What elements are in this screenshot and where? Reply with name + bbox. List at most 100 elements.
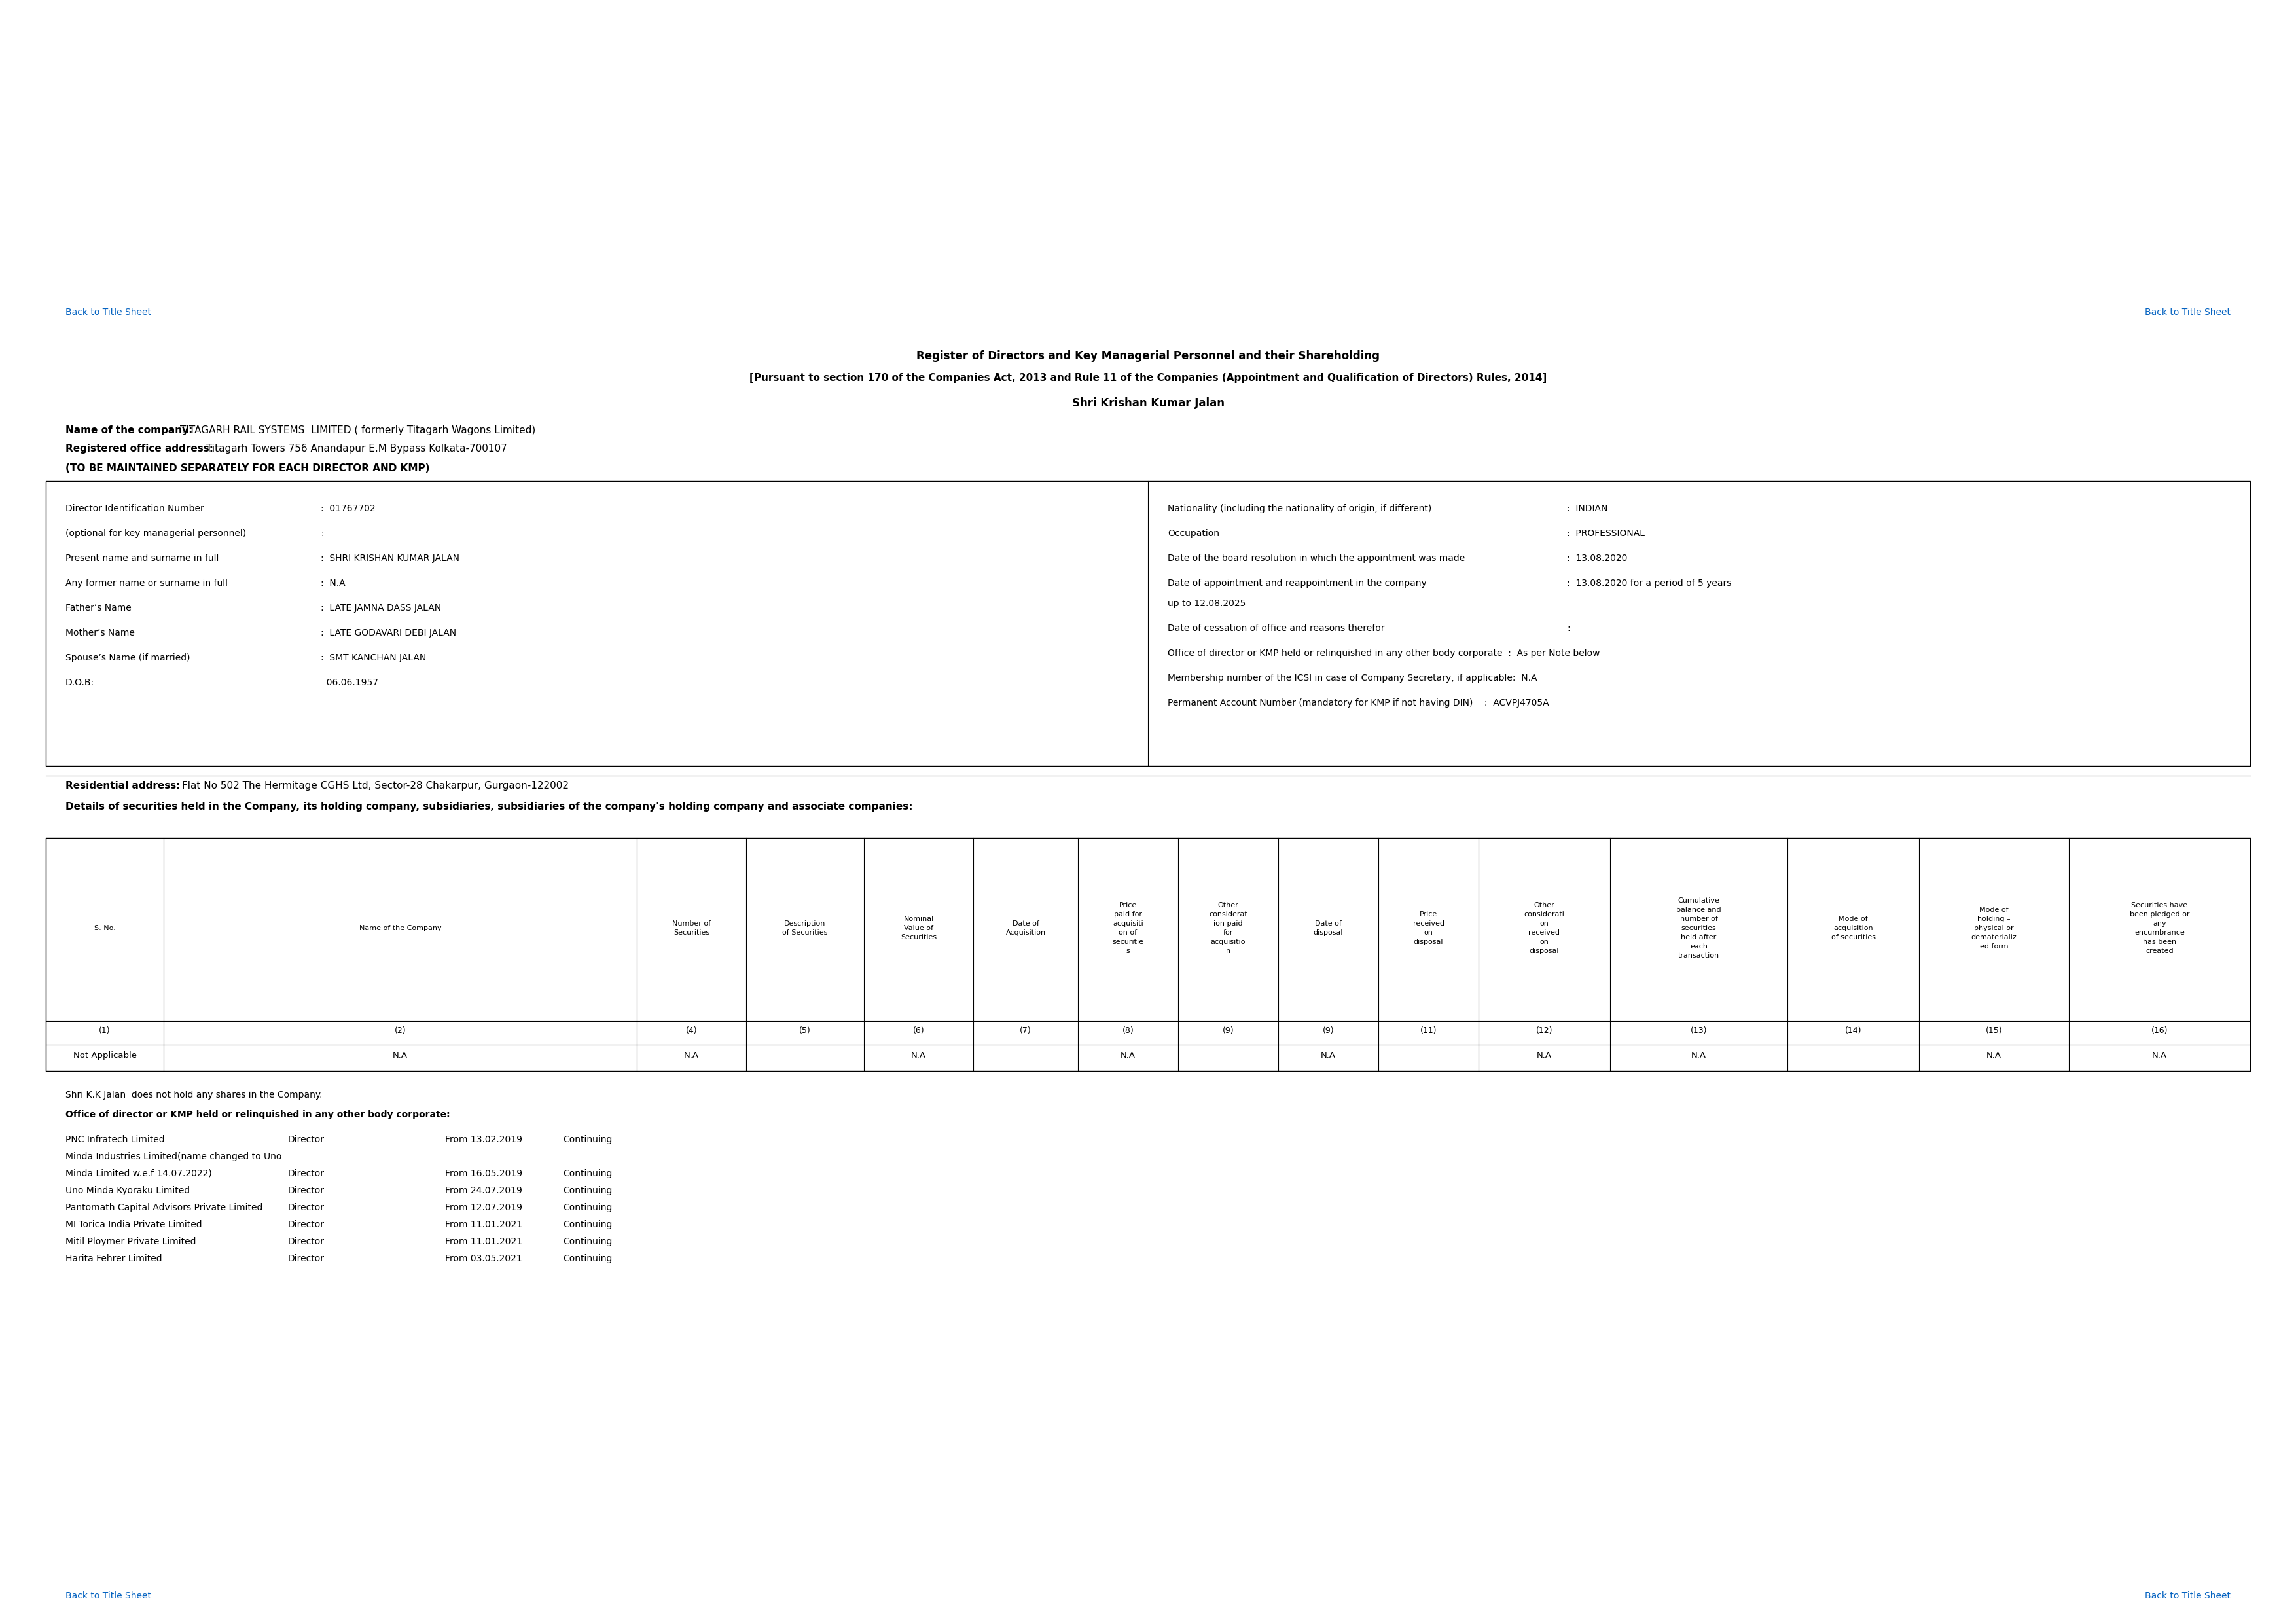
Text: any: any [2154, 921, 2167, 927]
Text: (4): (4) [687, 1026, 698, 1034]
Text: holding –: holding – [1977, 916, 2011, 922]
Text: on: on [1541, 921, 1550, 927]
Text: considerati: considerati [1525, 911, 1564, 918]
Text: paid for: paid for [1114, 911, 1141, 918]
Text: :  01767702: : 01767702 [321, 503, 377, 513]
Text: Occupation: Occupation [1169, 529, 1219, 538]
Text: considerat: considerat [1210, 911, 1247, 918]
Text: Director: Director [287, 1135, 324, 1145]
Text: dematerializ: dematerializ [1972, 934, 2016, 940]
Text: From 03.05.2021: From 03.05.2021 [445, 1254, 521, 1263]
Text: (8): (8) [1123, 1026, 1134, 1034]
Text: Securities: Securities [673, 929, 709, 935]
Text: Titagarh Towers 756 Anandapur E.M Bypass Kolkata-700107: Titagarh Towers 756 Anandapur E.M Bypass… [207, 443, 507, 453]
Text: Director: Director [287, 1254, 324, 1263]
Text: (1): (1) [99, 1026, 110, 1034]
Text: Price: Price [1419, 911, 1437, 918]
Text: received: received [1529, 929, 1559, 935]
Text: :  N.A: : N.A [321, 578, 344, 588]
Text: Mode of: Mode of [1979, 906, 2009, 913]
Text: Other: Other [1217, 901, 1238, 908]
Text: Date of: Date of [1013, 921, 1040, 927]
Text: Harita Fehrer Limited: Harita Fehrer Limited [67, 1254, 163, 1263]
Text: Residential address:: Residential address: [67, 781, 184, 791]
Text: N.A: N.A [912, 1051, 925, 1060]
Text: of Securities: of Securities [783, 929, 829, 935]
Text: Pantomath Capital Advisors Private Limited: Pantomath Capital Advisors Private Limit… [67, 1203, 262, 1212]
Text: N.A: N.A [2151, 1051, 2167, 1060]
Text: (6): (6) [914, 1026, 925, 1034]
Text: Acquisition: Acquisition [1006, 929, 1045, 935]
Text: D.O.B:: D.O.B: [67, 679, 94, 687]
Text: Continuing: Continuing [563, 1203, 613, 1212]
Text: acquisition: acquisition [1835, 926, 1874, 932]
Text: Director: Director [287, 1169, 324, 1179]
Text: Cumulative: Cumulative [1678, 898, 1720, 905]
Text: been pledged or: been pledged or [2131, 911, 2190, 918]
Text: Continuing: Continuing [563, 1237, 613, 1246]
Text: Minda Industries Limited(name changed to Uno: Minda Industries Limited(name changed to… [67, 1151, 282, 1161]
Text: Not Applicable: Not Applicable [73, 1051, 135, 1060]
Text: encumbrance: encumbrance [2135, 929, 2186, 935]
Text: Details of securities held in the Company, its holding company, subsidiaries, su: Details of securities held in the Compan… [67, 802, 914, 812]
Text: :  13.08.2020: : 13.08.2020 [1566, 554, 1628, 564]
Text: each: each [1690, 944, 1708, 950]
Text: N.A: N.A [1120, 1051, 1137, 1060]
Text: Date of appointment and reappointment in the company: Date of appointment and reappointment in… [1169, 578, 1426, 588]
Text: Director: Director [287, 1220, 324, 1229]
Text: Nationality (including the nationality of origin, if different): Nationality (including the nationality o… [1169, 503, 1433, 513]
Bar [46, 481, 2250, 767]
Text: :  LATE JAMNA DASS JALAN: : LATE JAMNA DASS JALAN [321, 604, 441, 612]
Text: (optional for key managerial personnel): (optional for key managerial personnel) [67, 529, 246, 538]
Text: n: n [1226, 948, 1231, 955]
Text: [Pursuant to section 170 of the Companies Act, 2013 and Rule 11 of the Companies: [Pursuant to section 170 of the Companie… [748, 374, 1548, 383]
Text: Mitil Ploymer Private Limited: Mitil Ploymer Private Limited [67, 1237, 195, 1246]
Text: N.A: N.A [1986, 1051, 2002, 1060]
Text: :: : [1566, 624, 1570, 633]
Text: From 12.07.2019: From 12.07.2019 [445, 1203, 521, 1212]
Text: (12): (12) [1536, 1026, 1552, 1034]
Text: :  INDIAN: : INDIAN [1566, 503, 1607, 513]
Text: (TO BE MAINTAINED SEPARATELY FOR EACH DIRECTOR AND KMP): (TO BE MAINTAINED SEPARATELY FOR EACH DI… [67, 463, 429, 473]
Text: MI Torica India Private Limited: MI Torica India Private Limited [67, 1220, 202, 1229]
Text: PNC Infratech Limited: PNC Infratech Limited [67, 1135, 165, 1145]
Bar [46, 838, 2250, 1070]
Text: transaction: transaction [1678, 952, 1720, 958]
Text: Shri Krishan Kumar Jalan: Shri Krishan Kumar Jalan [1072, 398, 1224, 409]
Text: disposal: disposal [1529, 948, 1559, 955]
Text: physical or: physical or [1975, 926, 2014, 932]
Text: :  SMT KANCHAN JALAN: : SMT KANCHAN JALAN [321, 653, 427, 663]
Text: Back to Title Sheet: Back to Title Sheet [2144, 307, 2229, 317]
Text: Continuing: Continuing [563, 1135, 613, 1145]
Text: Securities have: Securities have [2131, 901, 2188, 908]
Text: Continuing: Continuing [563, 1220, 613, 1229]
Text: From 11.01.2021: From 11.01.2021 [445, 1220, 523, 1229]
Text: Continuing: Continuing [563, 1254, 613, 1263]
Text: :: : [321, 529, 324, 538]
Text: Name of the company:: Name of the company: [67, 425, 193, 435]
Text: N.A: N.A [1536, 1051, 1552, 1060]
Text: N.A: N.A [393, 1051, 409, 1060]
Text: (11): (11) [1421, 1026, 1437, 1034]
Text: S. No.: S. No. [94, 926, 115, 932]
Text: Permanent Account Number (mandatory for KMP if not having DIN)    :  ACVPJ4705A: Permanent Account Number (mandatory for … [1169, 698, 1550, 708]
Text: disposal: disposal [1414, 939, 1444, 945]
Text: Father’s Name: Father’s Name [67, 604, 131, 612]
Text: Director Identification Number: Director Identification Number [67, 503, 204, 513]
Text: :  PROFESSIONAL: : PROFESSIONAL [1566, 529, 1644, 538]
Text: Description: Description [785, 921, 827, 927]
Text: number of: number of [1681, 916, 1717, 922]
Text: Value of: Value of [905, 926, 932, 932]
Text: (5): (5) [799, 1026, 810, 1034]
Text: Back to Title Sheet: Back to Title Sheet [67, 307, 152, 317]
Text: created: created [2144, 948, 2174, 955]
Text: securities: securities [1681, 926, 1717, 932]
Text: Any former name or surname in full: Any former name or surname in full [67, 578, 227, 588]
Text: (2): (2) [395, 1026, 406, 1034]
Text: Continuing: Continuing [563, 1186, 613, 1195]
Text: Register of Directors and Key Managerial Personnel and their Shareholding: Register of Directors and Key Managerial… [916, 351, 1380, 362]
Text: Back to Title Sheet: Back to Title Sheet [67, 1592, 152, 1600]
Text: balance and: balance and [1676, 906, 1722, 913]
Text: :  SHRI KRISHAN KUMAR JALAN: : SHRI KRISHAN KUMAR JALAN [321, 554, 459, 564]
Text: up to 12.08.2025: up to 12.08.2025 [1169, 599, 1247, 607]
